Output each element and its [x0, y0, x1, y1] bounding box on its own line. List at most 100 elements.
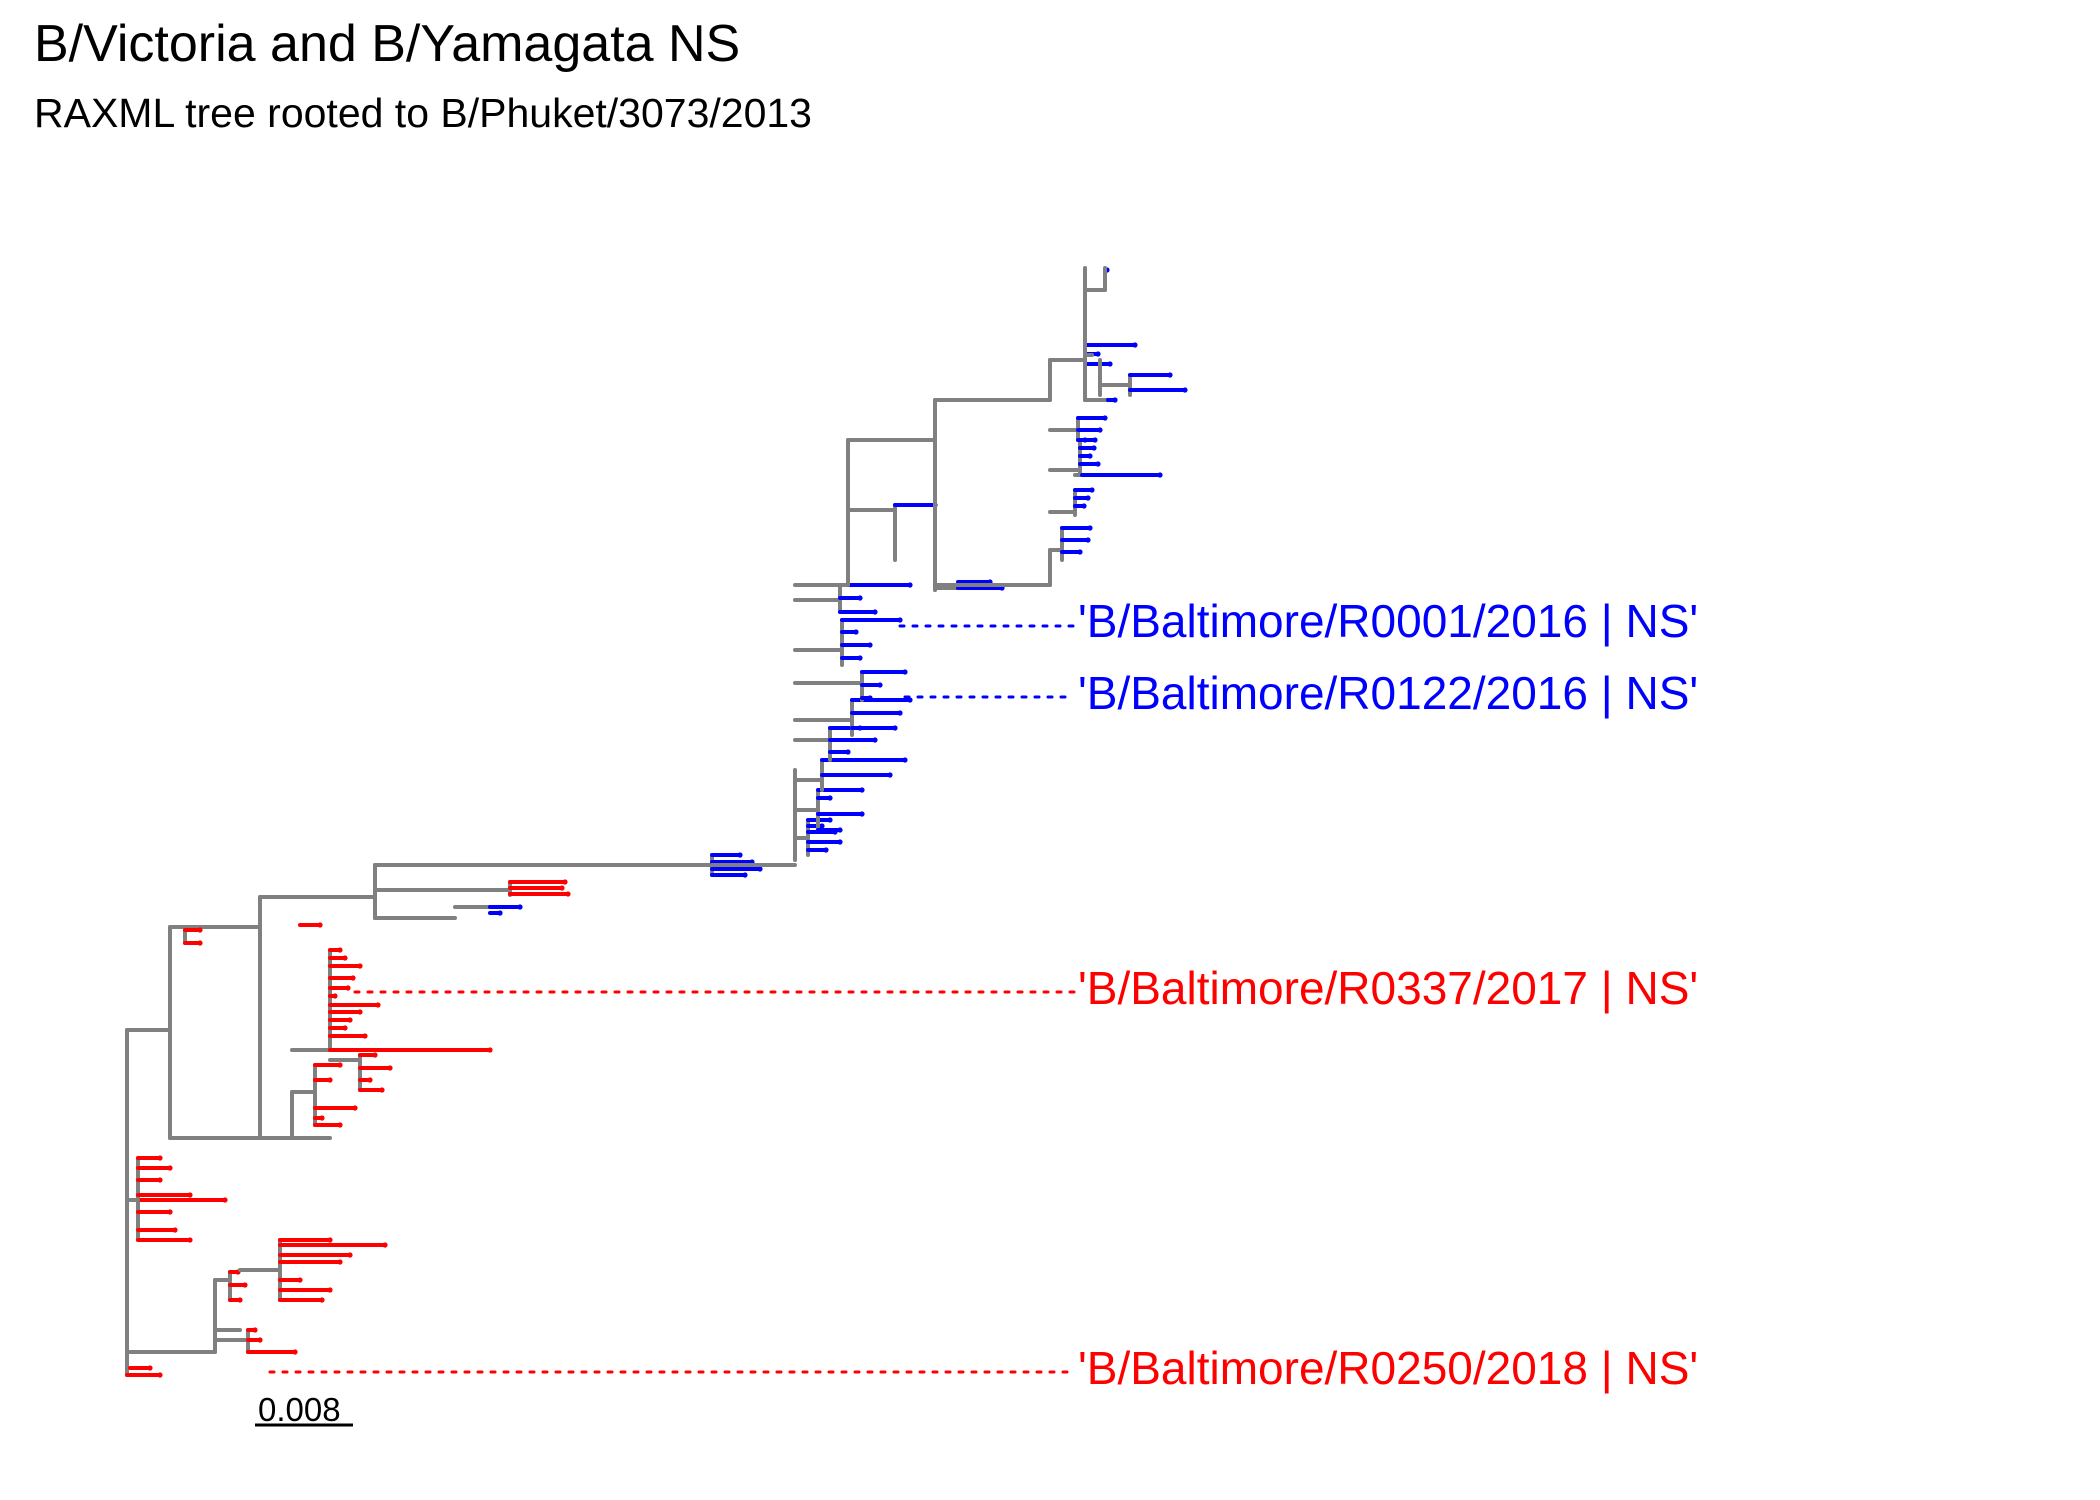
tip-point	[902, 669, 908, 675]
tip-point	[292, 1349, 298, 1355]
tip-point	[327, 1077, 333, 1083]
tip-point	[565, 891, 571, 897]
tip-point	[1167, 372, 1173, 378]
tip-point	[367, 1077, 373, 1083]
tip-point	[487, 1047, 493, 1053]
tip-point	[347, 1017, 353, 1023]
tip-point	[352, 1105, 358, 1111]
tip-point	[872, 609, 878, 615]
tip-point	[517, 904, 523, 910]
tip-point	[559, 885, 565, 891]
tip-point	[337, 1122, 343, 1128]
tip-point	[867, 695, 873, 701]
tip-point	[332, 993, 338, 999]
tip-point	[907, 582, 913, 588]
tip-point	[362, 1033, 368, 1039]
scale-bar: 0.008	[255, 1391, 353, 1428]
tip-point	[1087, 525, 1093, 531]
tip-point	[237, 1297, 243, 1303]
tip-point	[387, 1065, 393, 1071]
tip-point	[757, 866, 763, 872]
tip-point	[1112, 397, 1118, 403]
tip-point	[147, 1365, 153, 1371]
tip-point	[1182, 387, 1188, 393]
tip-point	[372, 1052, 378, 1058]
tip-point	[877, 682, 883, 688]
figure-title: B/Victoria and B/Yamagata NS	[34, 15, 741, 73]
tip-point	[1092, 437, 1098, 443]
tip-point	[382, 1242, 388, 1248]
tip-point	[1087, 453, 1093, 459]
tip-point	[1132, 342, 1138, 348]
tip-point	[327, 1237, 333, 1243]
tip-point	[157, 1372, 163, 1378]
tip-point	[742, 872, 748, 878]
tip-point	[1091, 445, 1097, 451]
tip-point	[197, 940, 203, 946]
tip-point	[167, 1165, 173, 1171]
tip-point	[1077, 549, 1083, 555]
tip-point	[845, 749, 851, 755]
tip-point	[859, 787, 865, 793]
tip-point	[1097, 427, 1103, 433]
tip-point	[350, 975, 356, 981]
tree-branches	[125, 266, 1188, 1378]
tip-point	[337, 947, 343, 953]
tip-point	[1095, 351, 1101, 357]
figure-subtitle: RAXML tree rooted to B/Phuket/3073/2013	[34, 90, 812, 136]
tip-point	[872, 737, 878, 743]
tip-point	[157, 1177, 163, 1183]
tip-point	[319, 1115, 325, 1121]
tip-point	[853, 629, 859, 635]
tip-point	[319, 1297, 325, 1303]
tip-point	[837, 839, 843, 845]
tip-point	[562, 879, 568, 885]
tip-point	[257, 1337, 263, 1343]
tip-point	[222, 1197, 228, 1203]
tip-label-r0122: 'B/Baltimore/R0122/2016 | NS'	[1078, 667, 1698, 719]
tip-point	[827, 817, 833, 823]
tip-point	[857, 655, 863, 661]
tip-point	[907, 697, 913, 703]
tip-point	[887, 772, 893, 778]
tip-point	[347, 1252, 353, 1258]
tip-leader-lines	[268, 624, 1076, 1374]
scale-bar-label: 0.008	[258, 1391, 341, 1428]
tip-point	[379, 1087, 385, 1093]
tip-point	[837, 827, 843, 833]
tip-point	[187, 1237, 193, 1243]
tip-point	[1095, 461, 1101, 467]
tip-point	[867, 642, 873, 648]
tip-point	[1085, 537, 1091, 543]
tip-point	[1089, 487, 1095, 493]
tip-point	[337, 1259, 343, 1265]
tip-point	[167, 1209, 173, 1215]
tip-point	[197, 927, 203, 933]
tip-point	[737, 852, 743, 858]
tip-point	[823, 847, 829, 853]
tip-point	[337, 1062, 343, 1068]
tip-point	[819, 823, 825, 829]
tip-labels: 'B/Baltimore/R0001/2016 | NS' 'B/Baltimo…	[1078, 595, 1698, 1394]
tip-point	[252, 1327, 258, 1333]
tip-point	[497, 910, 503, 916]
tip-point	[357, 963, 363, 969]
tip-point	[172, 1227, 178, 1233]
tip-point	[375, 1002, 381, 1008]
tip-point	[157, 1155, 163, 1161]
tip-point	[342, 955, 348, 961]
tip-label-r0001: 'B/Baltimore/R0001/2016 | NS'	[1078, 595, 1698, 647]
tip-point	[1085, 495, 1091, 501]
tip-point	[342, 1025, 348, 1031]
tip-point	[1102, 415, 1108, 421]
tip-point	[242, 1282, 248, 1288]
tip-point	[902, 757, 908, 763]
tip-point	[357, 1009, 363, 1015]
tip-point	[327, 1287, 333, 1293]
tip-point	[859, 811, 865, 817]
tip-point	[857, 595, 863, 601]
tip-point	[345, 985, 351, 991]
tip-label-r0337: 'B/Baltimore/R0337/2017 | NS'	[1078, 962, 1698, 1014]
tip-point	[1157, 472, 1163, 478]
